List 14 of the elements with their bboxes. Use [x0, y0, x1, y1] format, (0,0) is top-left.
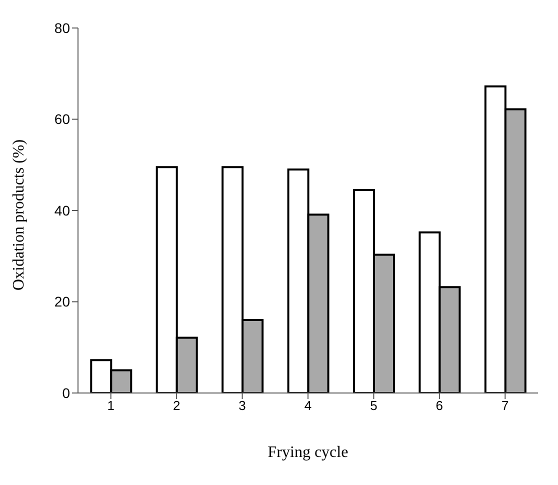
- x-tick-label: 1: [107, 398, 114, 414]
- y-axis-title: Oxidation products (%): [10, 139, 28, 290]
- x-tick-label: 5: [370, 398, 378, 414]
- x-tick-label: 6: [436, 398, 444, 414]
- y-tick-label: 0: [62, 384, 70, 401]
- x-tick-label: 4: [304, 398, 312, 414]
- x-axis-title: Frying cycle: [268, 444, 348, 461]
- x-tick-label: 3: [238, 398, 246, 414]
- x-tick-label: 7: [502, 398, 509, 414]
- y-tick-label: 60: [54, 111, 70, 128]
- y-tick-label: 40: [54, 202, 70, 218]
- y-tick-label: 80: [54, 20, 70, 36]
- x-tick-label: 2: [172, 398, 180, 414]
- y-tick-label: 20: [54, 294, 70, 310]
